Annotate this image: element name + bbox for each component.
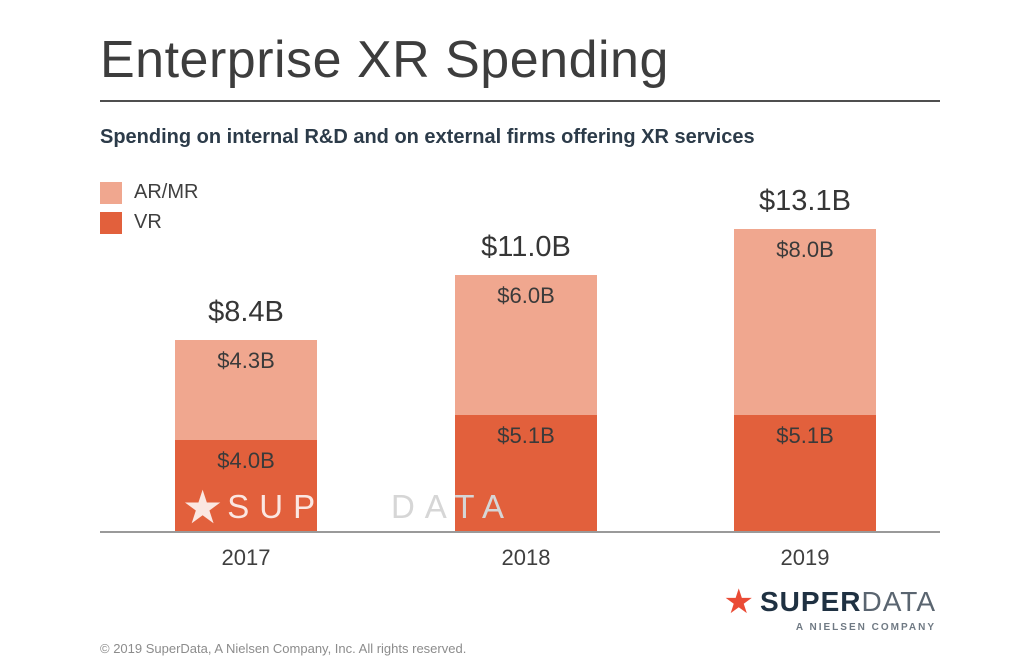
chart-title: Enterprise XR Spending: [100, 31, 669, 89]
legend-label-armr: AR/MR: [134, 181, 199, 203]
total-value-label-2017: $8.4B: [208, 296, 284, 329]
logo-tagline: A NIELSEN COMPANY: [795, 622, 936, 633]
total-value-label-2018: $11.0B: [481, 231, 571, 264]
bar-group-2017: $4.0B $4.3B $8.4B 2017: [175, 0, 317, 672]
bar-segment-vr-2018: [455, 414, 597, 533]
bar-segment-armr-2018: [455, 275, 597, 415]
logo-text-super: SUPER: [760, 586, 862, 617]
bar-segment-armr-2017: [175, 340, 317, 441]
legend-item-vr: VR: [100, 211, 198, 234]
segment-value-label-armr-2018: $6.0B: [497, 283, 555, 309]
legend-swatch-vr: [100, 211, 122, 234]
segment-value-label-vr-2019: $5.1B: [776, 422, 834, 448]
star-icon: ★: [723, 583, 754, 621]
segment-value-label-armr-2017: $4.3B: [217, 348, 275, 374]
x-axis-line: [100, 531, 940, 533]
title-divider: [100, 100, 940, 102]
legend-label-vr: VR: [134, 211, 162, 233]
segment-value-label-armr-2019: $8.0B: [776, 237, 834, 263]
segment-value-label-vr-2017: $4.0B: [217, 448, 275, 474]
legend-swatch-armr: [100, 181, 122, 204]
bar-group-2019: $5.1B $8.0B $13.1B 2019: [734, 0, 876, 672]
bar-segment-vr-2019: [734, 414, 876, 533]
x-axis-label-2019: 2019: [780, 545, 830, 570]
segment-value-label-vr-2018: $5.1B: [497, 422, 555, 448]
total-value-label-2019: $13.1B: [759, 185, 851, 218]
chart-subtitle: Spending on internal R&D and on external…: [100, 126, 755, 148]
copyright-text: © 2019 SuperData, A Nielsen Company, Inc…: [100, 641, 467, 656]
bar-segment-vr-2017: [175, 440, 317, 533]
bar-group-2018: $5.1B $6.0B $11.0B 2018: [455, 0, 597, 672]
superdata-logo: ★ SUPER DATA A NIELSEN COMPANY: [724, 585, 936, 633]
bar-segment-armr-2019: [734, 229, 876, 415]
superdata-logo-wordmark: ★ SUPER DATA: [724, 585, 936, 619]
x-axis-label-2018: 2018: [501, 545, 551, 570]
logo-text-data: DATA: [861, 586, 936, 617]
legend-item-armr: AR/MR: [100, 181, 198, 204]
legend: AR/MR VR: [100, 181, 198, 241]
x-axis-label-2017: 2017: [221, 545, 271, 570]
